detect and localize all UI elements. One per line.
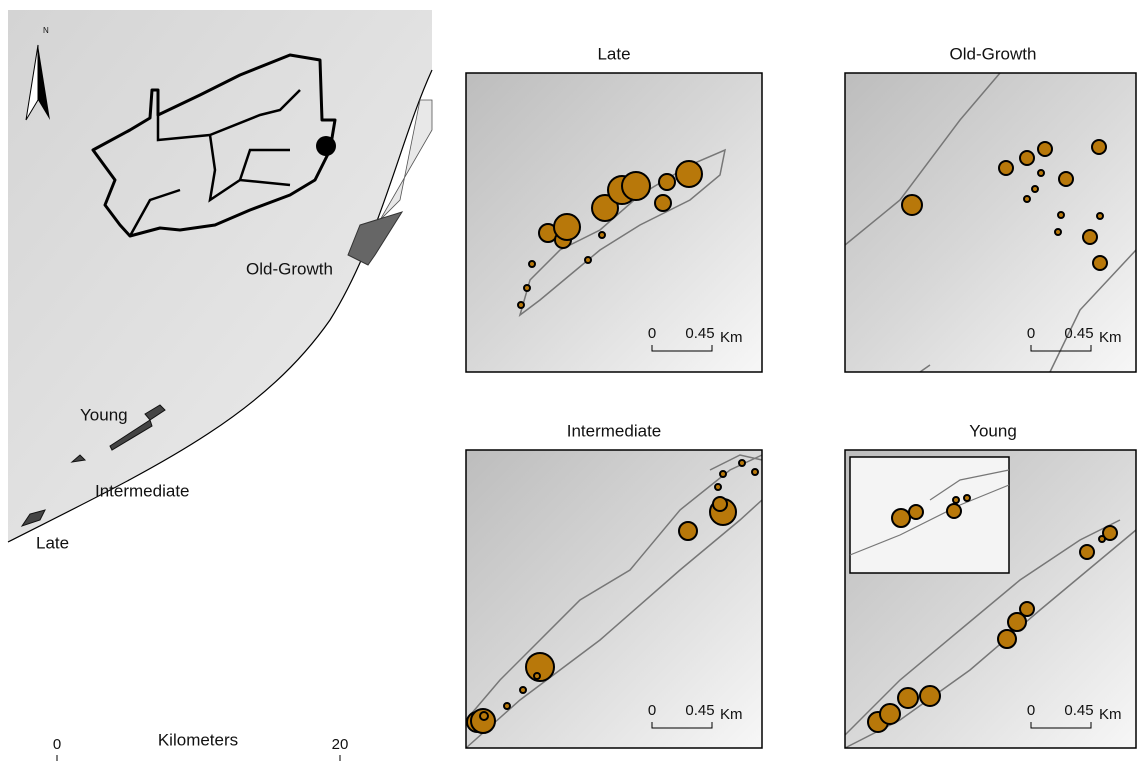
sample-point <box>1055 229 1061 235</box>
sample-point <box>524 285 530 291</box>
map-panel: Late 0 0.45 Km <box>466 44 762 372</box>
sample-point <box>720 471 726 477</box>
sample-point <box>1038 170 1044 176</box>
sample-point <box>713 497 727 511</box>
sample-point <box>1020 151 1034 165</box>
scale-unit: Km <box>1099 329 1122 346</box>
scale-unit: Km <box>720 329 743 346</box>
sample-point <box>998 630 1016 648</box>
scale-label: 0 <box>53 736 61 753</box>
sample-point <box>529 261 535 267</box>
scale-label: 0 <box>648 702 656 719</box>
scale-title: Kilometers <box>158 730 238 749</box>
sample-point <box>1058 212 1064 218</box>
map-panel: Old-Growth 0 0.45 Km <box>845 44 1136 372</box>
sample-point <box>480 712 488 720</box>
map-panel: Young 0 0.45 Km <box>845 421 1136 748</box>
sample-point <box>1038 142 1052 156</box>
overview-map: N Old-Growth Young Intermediate Late Kil… <box>8 10 432 761</box>
sample-point <box>659 174 675 190</box>
sample-point <box>534 673 540 679</box>
sample-point <box>1083 230 1097 244</box>
panel-background <box>466 450 762 748</box>
sample-point <box>622 172 650 200</box>
site-label: Late <box>36 533 69 552</box>
sample-point <box>1099 536 1105 542</box>
sample-point <box>1097 213 1103 219</box>
sample-point <box>964 495 970 501</box>
sample-point <box>715 484 721 490</box>
site-label: Young <box>80 405 128 424</box>
scale-label: 0.45 <box>1064 702 1093 719</box>
panel-title: Intermediate <box>567 421 662 440</box>
sample-point <box>585 257 591 263</box>
scale-label: 0.45 <box>1064 325 1093 342</box>
sample-point <box>554 214 580 240</box>
sample-point <box>1093 256 1107 270</box>
sample-point <box>909 505 923 519</box>
sample-point <box>504 703 510 709</box>
north-label: N <box>43 26 49 35</box>
sample-point <box>1032 186 1038 192</box>
scale-label: 0 <box>1027 325 1035 342</box>
map-panel: Intermediate 0 0.45 Km <box>466 421 762 748</box>
sample-point <box>599 232 605 238</box>
sample-point <box>1024 196 1030 202</box>
scale-unit: Km <box>1099 706 1122 723</box>
sample-point <box>520 687 526 693</box>
scale-label: 0.45 <box>685 702 714 719</box>
scale-label: 20 <box>332 736 349 753</box>
sample-point <box>920 686 940 706</box>
scale-label: 0 <box>648 325 656 342</box>
sample-point <box>947 504 961 518</box>
sample-point <box>1059 172 1073 186</box>
study-location <box>316 136 336 156</box>
sample-point <box>999 161 1013 175</box>
figure: N Old-Growth Young Intermediate Late Kil… <box>0 0 1137 761</box>
scale-label: 0.45 <box>685 325 714 342</box>
sample-point <box>953 497 959 503</box>
sample-point <box>655 195 671 211</box>
panel-title: Late <box>597 44 630 63</box>
sample-point <box>1092 140 1106 154</box>
sample-point <box>739 460 745 466</box>
sample-point <box>902 195 922 215</box>
panel-title: Young <box>969 421 1017 440</box>
sample-point <box>752 469 758 475</box>
sample-point <box>892 509 910 527</box>
sample-point <box>898 688 918 708</box>
sample-point <box>679 522 697 540</box>
site-label: Intermediate <box>95 481 190 500</box>
sample-point <box>1080 545 1094 559</box>
sample-point <box>1020 602 1034 616</box>
scale-label: 0 <box>1027 702 1035 719</box>
scale-unit: Km <box>720 706 743 723</box>
site-label: Old-Growth <box>246 259 333 278</box>
panel-background <box>466 73 762 372</box>
panel-title: Old-Growth <box>950 44 1037 63</box>
sample-point <box>880 704 900 724</box>
sample-point <box>518 302 524 308</box>
sample-point <box>676 161 702 187</box>
